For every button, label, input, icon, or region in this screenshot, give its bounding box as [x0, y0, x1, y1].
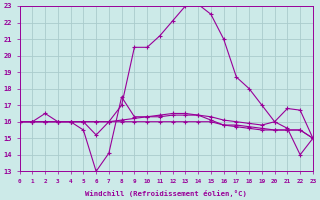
- X-axis label: Windchill (Refroidissement éolien,°C): Windchill (Refroidissement éolien,°C): [85, 190, 247, 197]
